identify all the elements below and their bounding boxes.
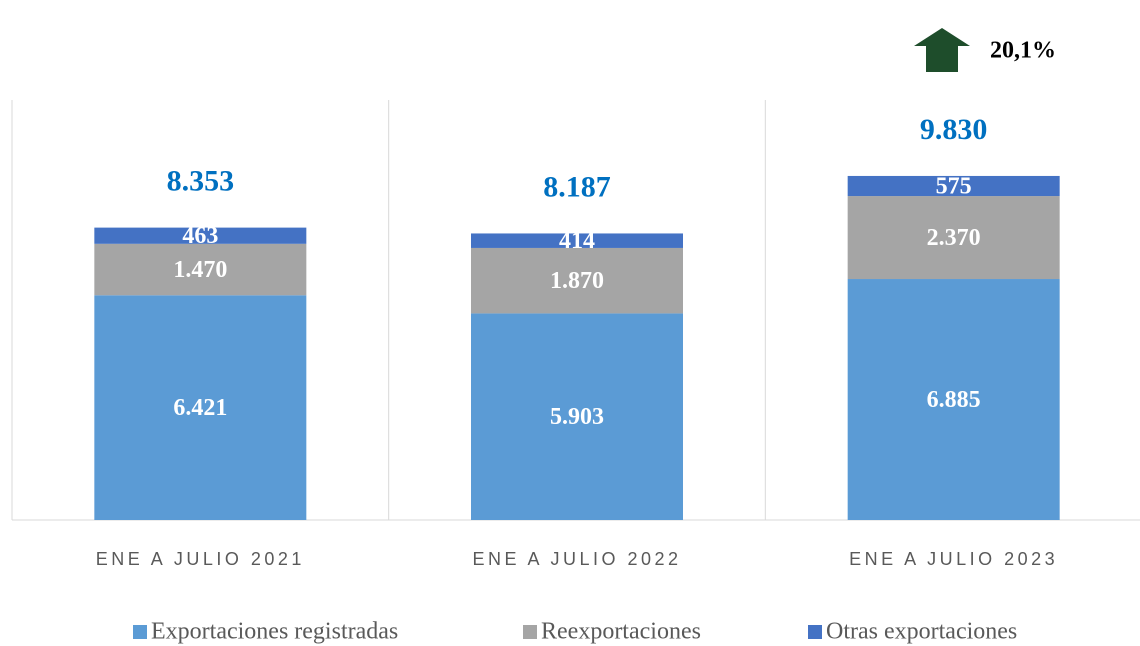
value-label: 2.370	[927, 225, 981, 251]
bar-segment	[94, 295, 307, 520]
x-tick-label: ENE A JULIO 2021	[96, 549, 305, 569]
bar-segment	[471, 313, 683, 520]
bar-segment	[847, 175, 1060, 197]
legend-label: Exportaciones registradas	[151, 619, 398, 645]
bar-segment	[471, 247, 683, 314]
value-label: 1.470	[173, 257, 227, 283]
bar-segment	[847, 279, 1060, 520]
bar-segment	[471, 233, 683, 248]
bar-segment	[94, 243, 307, 296]
value-label: 414	[559, 228, 595, 254]
total-label: 8.353	[167, 165, 235, 198]
total-label: 9.830	[920, 113, 988, 146]
legend-swatch	[133, 625, 147, 639]
value-label: 1.870	[550, 268, 604, 294]
value-label: 6.421	[173, 395, 227, 421]
annotation-label: 20,1%	[990, 38, 1056, 64]
x-tick-label: ENE A JULIO 2022	[472, 549, 681, 569]
legend-swatch	[523, 625, 537, 639]
value-label: 5.903	[550, 404, 604, 430]
legend-swatch	[808, 625, 822, 639]
up-arrow	[914, 28, 970, 72]
legend-label: Reexportaciones	[541, 619, 701, 645]
legend-label: Otras exportaciones	[826, 619, 1017, 645]
bar-segment	[94, 227, 307, 244]
total-label: 8.187	[543, 170, 611, 203]
value-label: 463	[182, 223, 218, 249]
value-label: 6.885	[927, 387, 981, 413]
bar-segment	[847, 196, 1060, 280]
value-label: 575	[936, 174, 972, 200]
x-tick-label: ENE A JULIO 2023	[849, 549, 1058, 569]
